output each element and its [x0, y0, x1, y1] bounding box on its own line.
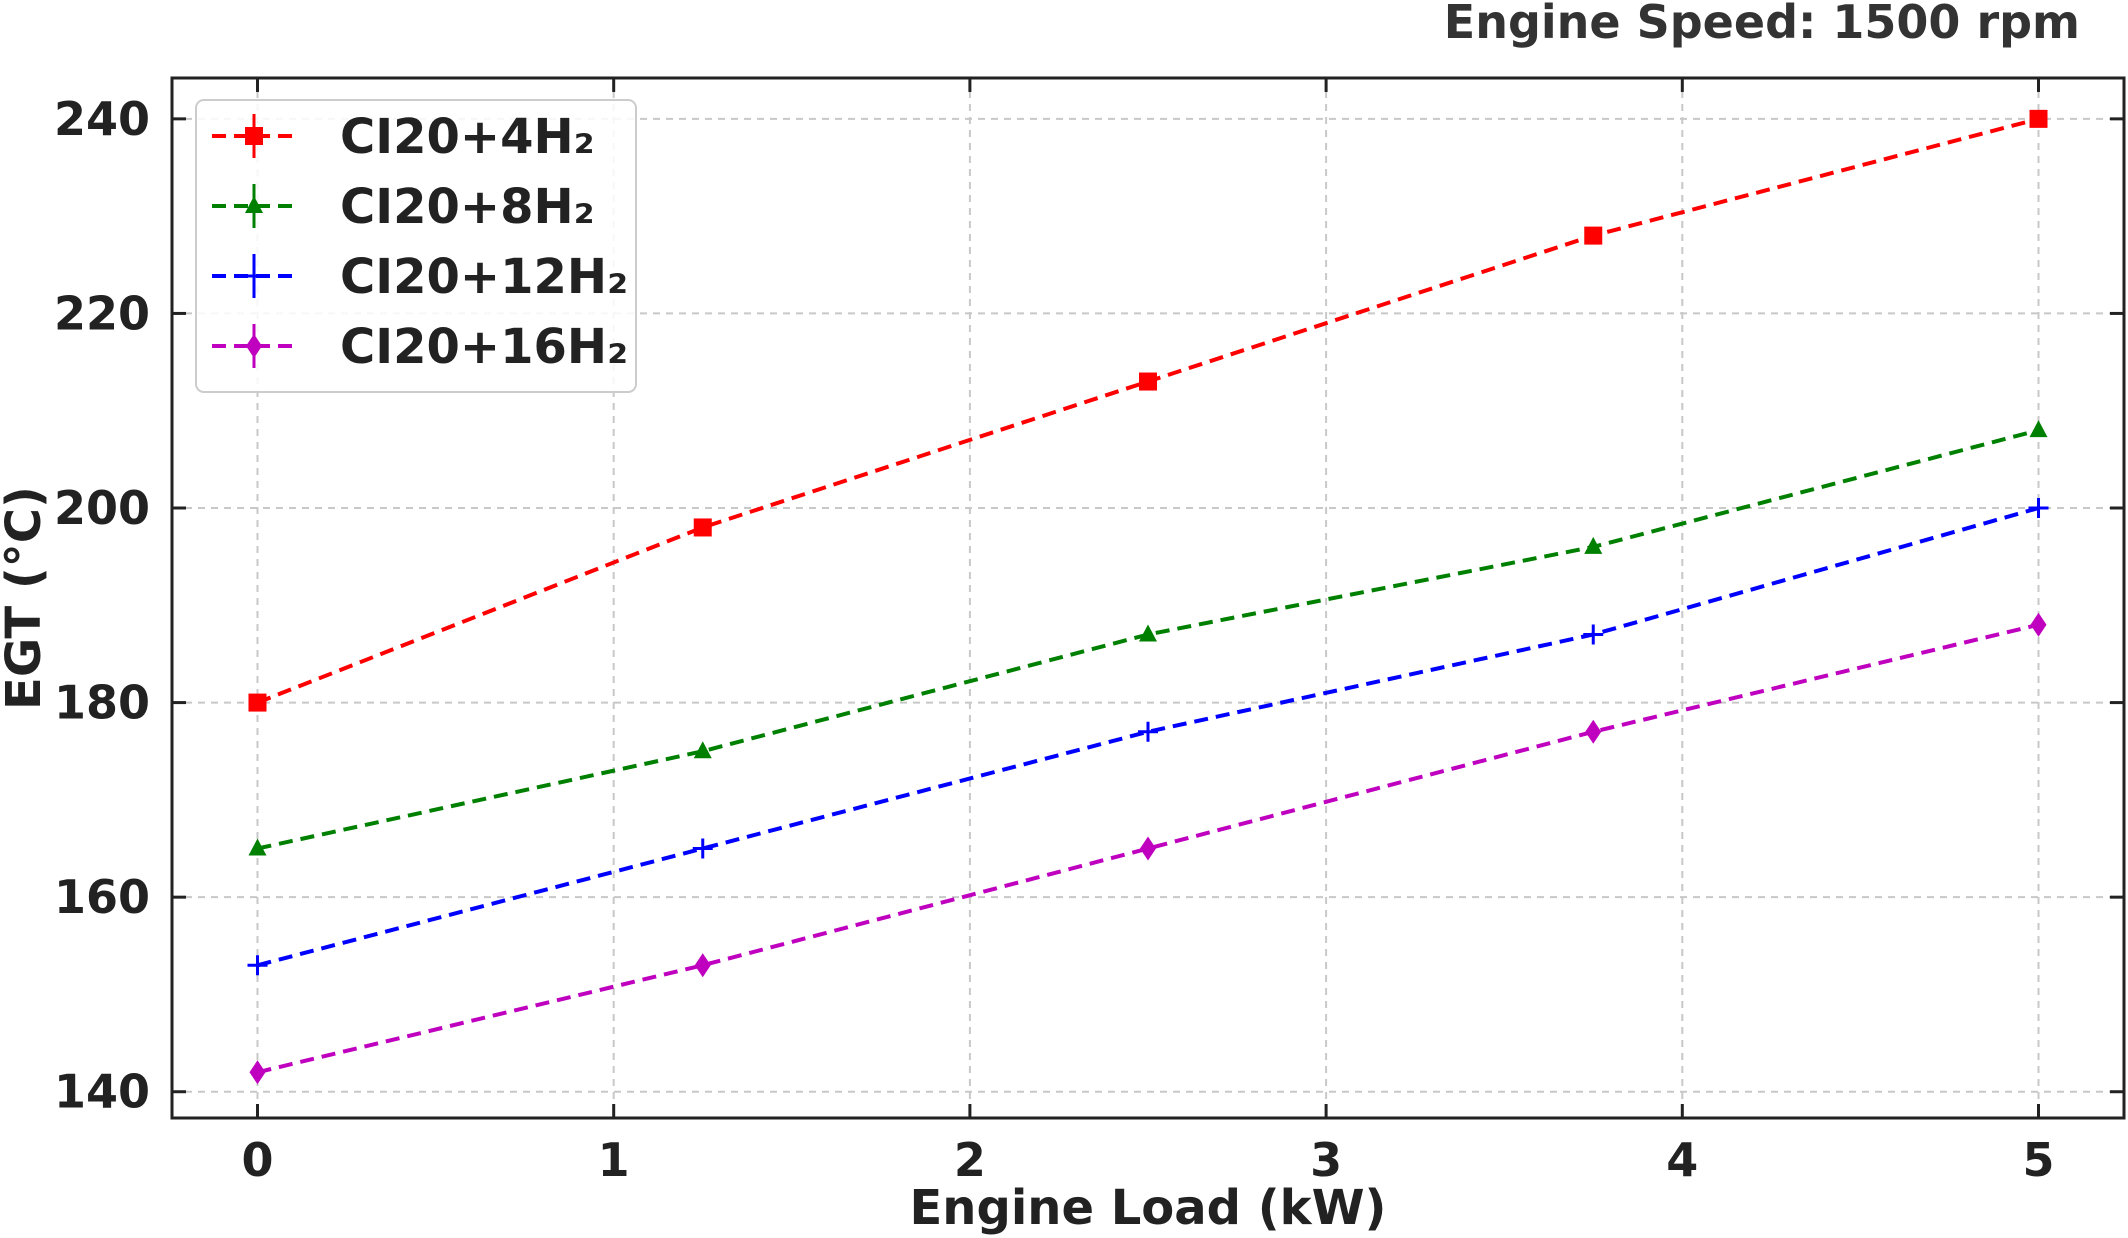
grid — [172, 78, 2124, 1118]
data-point — [248, 693, 267, 712]
legend-entry: CI20+16H₂ — [212, 319, 628, 375]
x-tick-label: 5 — [2023, 1133, 2055, 1187]
data-point — [1585, 719, 1602, 744]
data-point — [2028, 498, 2049, 519]
series-4 — [249, 612, 2047, 1085]
legend-entry: CI20+12H₂ — [212, 249, 628, 305]
data-point — [1584, 536, 1603, 554]
data-point — [2029, 109, 2048, 128]
y-tick-label: 200 — [54, 481, 150, 535]
x-tick-label: 2 — [954, 1133, 986, 1187]
legend-marker — [244, 266, 264, 286]
y-tick-label: 140 — [54, 1065, 150, 1119]
series-3 — [247, 498, 2049, 976]
series-layer — [247, 109, 2049, 1085]
data-point — [693, 741, 712, 759]
data-point — [2029, 420, 2048, 438]
ticks: 0 1 2 3 4 5 140 160 180 200 220 240 — [54, 78, 2124, 1187]
legend-label: CI20+8H₂ — [340, 179, 595, 235]
legend-marker — [246, 334, 262, 358]
y-tick-label: 240 — [54, 92, 150, 146]
legend-entry: CI20+4H₂ — [212, 109, 595, 165]
x-tick-label: 4 — [1666, 1133, 1698, 1187]
x-tick-label: 0 — [241, 1133, 273, 1187]
y-tick-label: 160 — [54, 870, 150, 924]
legend-box — [195, 99, 637, 393]
data-point — [694, 953, 711, 978]
data-point — [692, 838, 713, 859]
series-line — [257, 428, 2040, 851]
data-point — [1583, 624, 1604, 645]
data-point — [2030, 612, 2047, 637]
legend-label: CI20+4H₂ — [340, 109, 595, 165]
data-point — [1584, 226, 1603, 245]
x-tick-label: 3 — [1310, 1133, 1342, 1187]
legend: CI20+4H₂ CI20+8H₂ CI20+12H₂ CI20+16H₂ — [195, 99, 637, 393]
data-point — [1139, 372, 1157, 391]
legend-marker — [245, 127, 263, 145]
legend-items: CI20+4H₂ CI20+8H₂ CI20+12H₂ CI20+16H₂ — [212, 109, 628, 375]
y-tick-label: 180 — [54, 676, 150, 730]
data-point — [247, 955, 268, 976]
series-1 — [248, 109, 2048, 712]
x-tick-label: 1 — [598, 1133, 630, 1187]
data-point — [248, 838, 267, 856]
data-point — [1139, 624, 1157, 642]
x-axis-label: Engine Load (kW) — [910, 1180, 1387, 1236]
legend-entry: CI20+8H₂ — [212, 179, 595, 235]
y-axis-label: EGT (°C) — [0, 486, 52, 710]
data-point — [1140, 836, 1156, 861]
series-2 — [248, 420, 2048, 856]
series-line — [256, 506, 2040, 968]
series-line — [257, 622, 2039, 1075]
y-tick-label: 220 — [54, 286, 150, 340]
legend-label: CI20+12H₂ — [340, 249, 628, 305]
data-point — [1138, 721, 1158, 742]
plot-frame — [170, 76, 2126, 1120]
legend-marker — [245, 196, 263, 213]
legend-label: CI20+16H₂ — [340, 319, 628, 375]
data-point — [693, 518, 712, 537]
data-point — [249, 1060, 266, 1085]
engine-speed-note: Engine Speed: 1500 rpm — [1444, 0, 2080, 49]
